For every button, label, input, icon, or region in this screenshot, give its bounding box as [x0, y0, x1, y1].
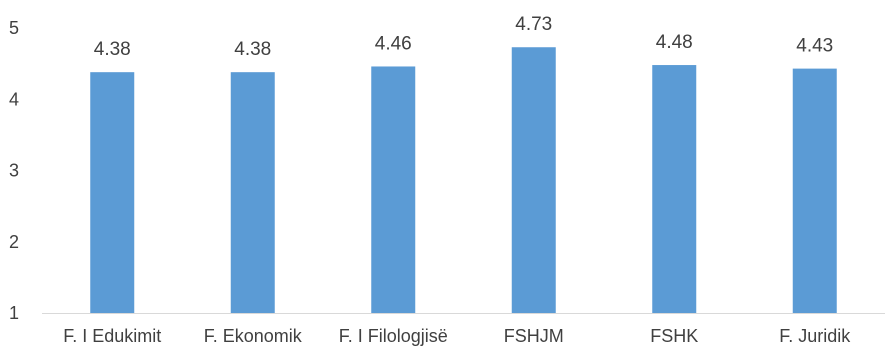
- x-tick-label: F. I Edukimit: [63, 326, 161, 346]
- y-tick-label: 2: [9, 232, 19, 252]
- data-label: 4.38: [234, 39, 271, 60]
- data-label: 4.43: [796, 36, 833, 57]
- x-tick-label: F. I Filologjisë: [339, 326, 448, 346]
- bar-6: [792, 68, 837, 313]
- bar-2: [230, 72, 275, 313]
- x-tick-label: F. Ekonomik: [204, 326, 303, 346]
- x-tick-label: FSHK: [650, 326, 698, 346]
- y-tick-label: 3: [9, 161, 19, 181]
- y-tick-label: 1: [9, 303, 19, 323]
- y-tick-label: 4: [9, 89, 19, 109]
- bar-5: [652, 65, 697, 313]
- x-tick-label: FSHJM: [504, 326, 564, 346]
- bar-4: [511, 47, 556, 314]
- data-label: 4.38: [94, 39, 131, 60]
- data-label: 4.46: [375, 33, 412, 54]
- bar-3: [371, 66, 416, 313]
- data-label: 4.48: [656, 32, 693, 53]
- bar-1: [90, 72, 135, 313]
- y-tick-label: 5: [9, 18, 19, 38]
- data-label: 4.73: [515, 14, 552, 35]
- x-tick-label: F. Juridik: [779, 326, 851, 346]
